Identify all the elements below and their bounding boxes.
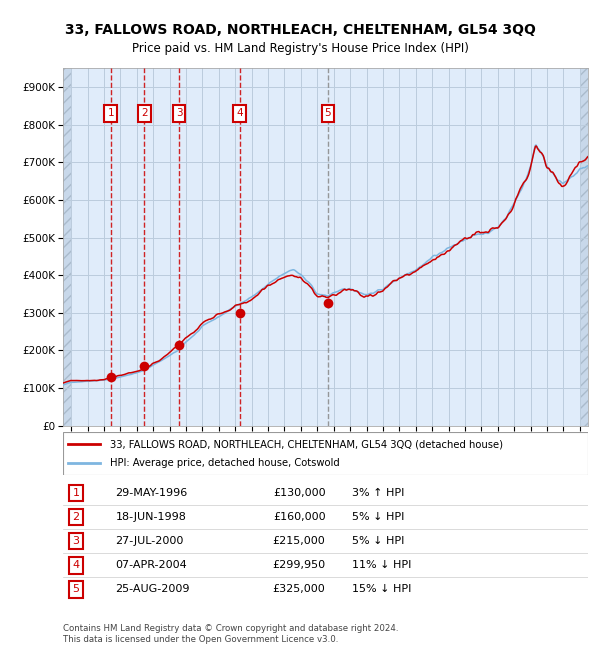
Text: Price paid vs. HM Land Registry's House Price Index (HPI): Price paid vs. HM Land Registry's House …	[131, 42, 469, 55]
Text: 3: 3	[73, 536, 80, 546]
Text: 33, FALLOWS ROAD, NORTHLEACH, CHELTENHAM, GL54 3QQ (detached house): 33, FALLOWS ROAD, NORTHLEACH, CHELTENHAM…	[110, 439, 503, 449]
Text: £215,000: £215,000	[273, 536, 325, 546]
Bar	[63, 68, 71, 426]
Text: 5% ↓ HPI: 5% ↓ HPI	[352, 512, 404, 522]
Text: 1: 1	[73, 488, 80, 498]
Text: 2: 2	[73, 512, 80, 522]
Text: Contains HM Land Registry data © Crown copyright and database right 2024.
This d: Contains HM Land Registry data © Crown c…	[63, 624, 398, 644]
Text: 1: 1	[107, 109, 114, 118]
Text: 07-APR-2004: 07-APR-2004	[115, 560, 187, 570]
Text: 5: 5	[73, 584, 80, 594]
Text: 4: 4	[236, 109, 243, 118]
Text: 15% ↓ HPI: 15% ↓ HPI	[352, 584, 411, 594]
Text: 18-JUN-1998: 18-JUN-1998	[115, 512, 187, 522]
Text: 5: 5	[325, 109, 331, 118]
Text: HPI: Average price, detached house, Cotswold: HPI: Average price, detached house, Cots…	[110, 458, 340, 467]
FancyBboxPatch shape	[63, 432, 588, 474]
Text: £299,950: £299,950	[272, 560, 325, 570]
Text: 27-JUL-2000: 27-JUL-2000	[115, 536, 184, 546]
Text: 3: 3	[176, 109, 182, 118]
Text: £325,000: £325,000	[273, 584, 325, 594]
Text: 2: 2	[141, 109, 148, 118]
Text: 29-MAY-1996: 29-MAY-1996	[115, 488, 188, 498]
Text: 11% ↓ HPI: 11% ↓ HPI	[352, 560, 411, 570]
Text: 5% ↓ HPI: 5% ↓ HPI	[352, 536, 404, 546]
Text: 3% ↑ HPI: 3% ↑ HPI	[352, 488, 404, 498]
Text: 25-AUG-2009: 25-AUG-2009	[115, 584, 190, 594]
Text: £160,000: £160,000	[273, 512, 325, 522]
Text: £130,000: £130,000	[273, 488, 325, 498]
Text: 33, FALLOWS ROAD, NORTHLEACH, CHELTENHAM, GL54 3QQ: 33, FALLOWS ROAD, NORTHLEACH, CHELTENHAM…	[65, 23, 535, 37]
Bar	[580, 68, 588, 426]
Text: 4: 4	[73, 560, 80, 570]
